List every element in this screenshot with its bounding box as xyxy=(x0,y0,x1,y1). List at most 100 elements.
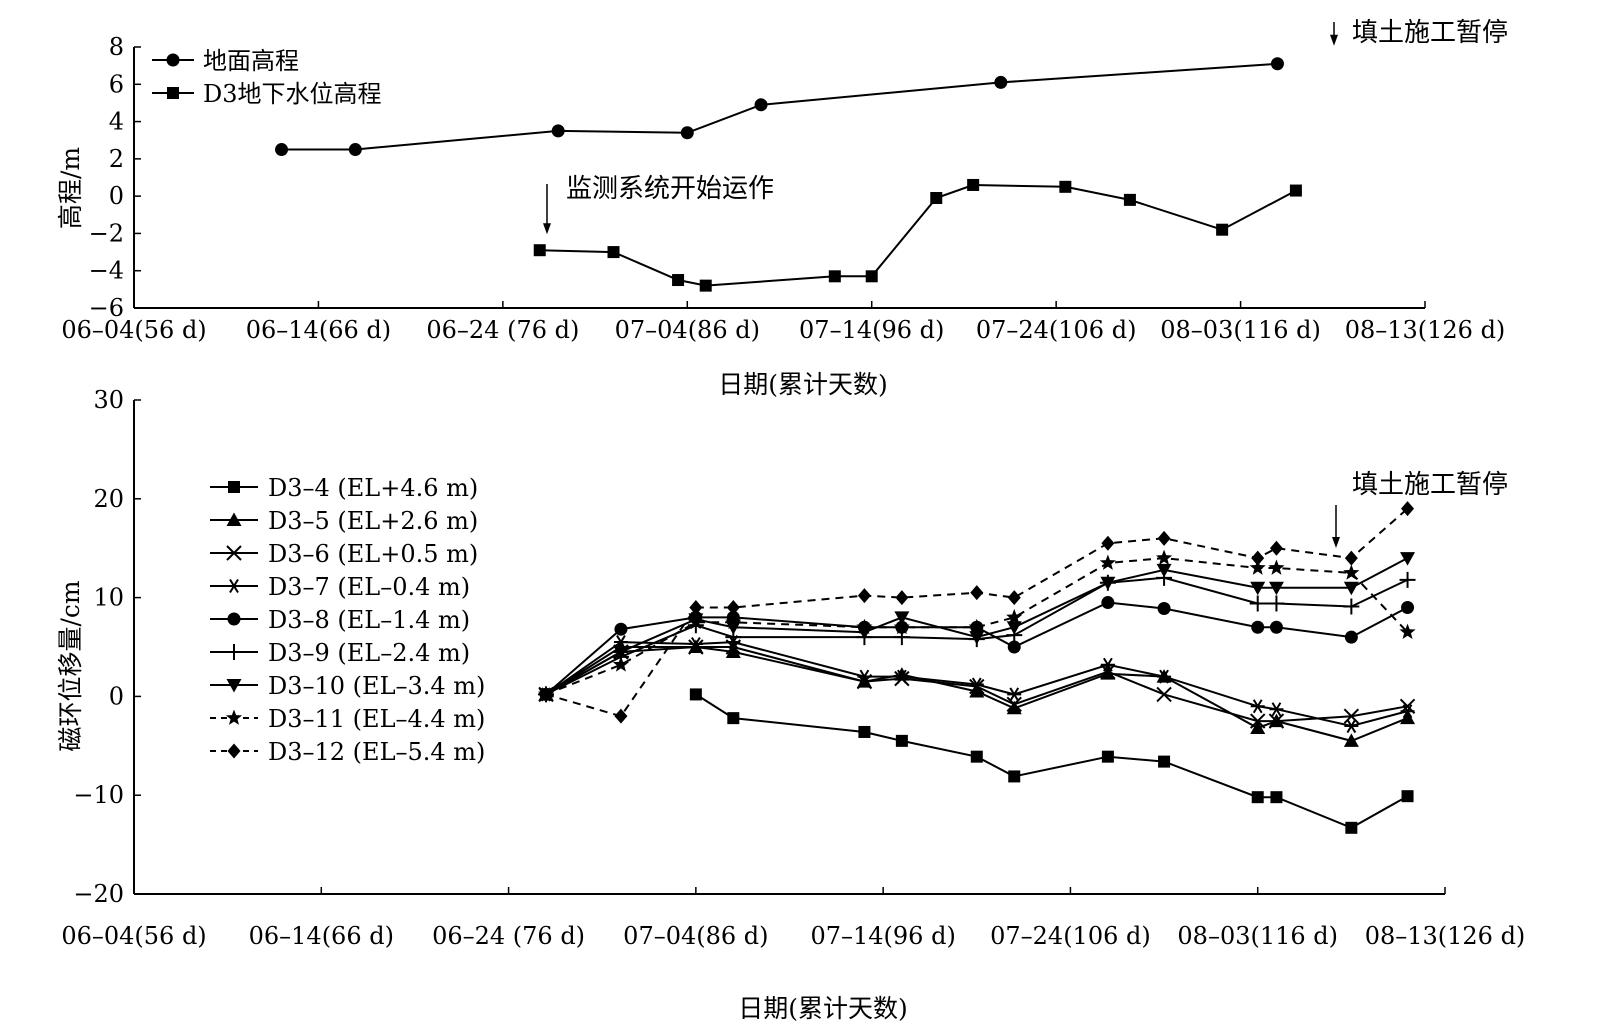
bottom-x-tick-label: 07–24(106 d) xyxy=(990,922,1151,950)
bottom-series-1-point xyxy=(689,688,702,701)
top-x-tick-label: 06–14(66 d) xyxy=(246,316,391,344)
bottom-series-9-point xyxy=(1401,501,1415,517)
top-chart-y-axis-label: 高程/m xyxy=(56,147,85,229)
bottom-series-6-point xyxy=(893,629,910,646)
bottom-series-9-point xyxy=(726,599,740,615)
bottom-series-9-point xyxy=(1101,535,1115,551)
bottom-series-5-point xyxy=(1101,596,1115,610)
bottom-series-8-point xyxy=(725,613,742,630)
bottom-legend-label-d3-8: D3–8 (EL–1.4 m) xyxy=(268,606,470,634)
bottom-series-9-point xyxy=(895,590,909,606)
bottom-series-8-point xyxy=(1006,608,1023,625)
bottom-series-7-point xyxy=(969,631,985,645)
bottom-x-tick-label: 06–04(56 d) xyxy=(61,922,206,950)
bottom-series-3-point xyxy=(1250,713,1266,729)
bottom-series-5-point xyxy=(1344,630,1358,644)
bottom-series-8-point xyxy=(893,618,910,635)
bottom-series-4-point xyxy=(1100,657,1115,672)
top-series-1-point xyxy=(551,124,565,138)
top-series-2-point xyxy=(865,270,878,283)
bottom-series-4-point xyxy=(894,669,909,684)
bottom-series-8-point xyxy=(1268,559,1285,575)
top-series-2-point xyxy=(533,244,546,257)
bottom-series-7-point xyxy=(894,611,910,625)
bottom-series-8-point xyxy=(856,618,873,635)
bottom-series-4-point xyxy=(1007,687,1022,702)
bottom-x-tick-label: 08–03(116 d) xyxy=(1177,922,1338,950)
bottom-x-tick-label: 06–24 (76 d) xyxy=(432,922,585,950)
bottom-series-7-point xyxy=(1400,552,1416,566)
bottom-legend-label-d3-10: D3–10 (EL–3.4 m) xyxy=(268,672,485,700)
top-y-tick-label: 8 xyxy=(109,33,124,61)
top-y-tick-label: 4 xyxy=(109,108,124,136)
bottom-y-tick-label: 10 xyxy=(93,584,124,612)
bottom-series-6-point xyxy=(1399,571,1416,588)
bottom-series-3-point xyxy=(894,670,910,687)
bottom-y-tick-label: 20 xyxy=(93,485,124,513)
bottom-series-1-point xyxy=(1270,791,1283,804)
top-series-2-point xyxy=(607,246,620,259)
bottom-series-9-point xyxy=(1007,590,1021,606)
bottom-legend-marker-1 xyxy=(228,481,240,493)
bottom-series-3-point xyxy=(1006,696,1022,713)
bottom-x-tick-label: 07–14(96 d) xyxy=(810,922,955,950)
bottom-x-tick-label: 07–04(86 d) xyxy=(623,922,768,950)
bottom-chart-x-axis-label: 日期(累计天数) xyxy=(738,994,908,1023)
bottom-legend-marker-2 xyxy=(226,512,242,526)
bottom-series-3-point xyxy=(1343,708,1360,724)
top-annotation-monitoring-start: 监测系统开始运作 xyxy=(566,174,774,204)
top-legend-label-ground-elevation: 地面高程 xyxy=(203,47,299,75)
top-annotation-arrow-1 xyxy=(1330,22,1338,46)
top-annotation-fill-pause: 填土施工暂停 xyxy=(1352,18,1508,48)
bottom-series-6-point xyxy=(1268,595,1285,612)
bottom-series-4-point xyxy=(1400,704,1415,719)
top-y-tick-label: 2 xyxy=(109,145,124,173)
bottom-series-5-point xyxy=(1401,600,1415,614)
bottom-legend-label-d3-5: D3–5 (EL+2.6 m) xyxy=(268,507,478,535)
bottom-legend-marker-8 xyxy=(225,709,243,725)
bottom-series-1-point xyxy=(1101,750,1114,763)
top-series-1-point xyxy=(275,143,289,157)
top-chart-x-axis-label: 日期(累计天数) xyxy=(718,370,888,399)
top-series-2-point xyxy=(1059,180,1072,193)
bottom-series-7-point xyxy=(1156,563,1172,578)
bottom-series-5-point xyxy=(1007,640,1021,654)
bottom-series-4-point xyxy=(1250,699,1265,714)
bottom-series-9-point xyxy=(1269,540,1283,556)
bottom-series-7-point xyxy=(1250,581,1266,596)
bottom-series-8-point xyxy=(1249,559,1266,575)
bottom-y-tick-label: 30 xyxy=(93,386,124,414)
bottom-series-2-point xyxy=(725,644,741,658)
top-series-1-line xyxy=(281,62,1278,151)
top-y-tick-label: −6 xyxy=(89,294,124,322)
top-series-2-point xyxy=(930,192,943,205)
bottom-series-2-point xyxy=(969,683,985,698)
bottom-series-5-point xyxy=(1269,620,1283,634)
top-series-2-point xyxy=(1123,193,1136,206)
top-y-tick-label: −2 xyxy=(89,219,124,247)
bottom-series-9-point xyxy=(1344,550,1358,566)
bottom-series-4-point xyxy=(969,677,984,692)
bottom-legend-marker-3 xyxy=(226,545,242,561)
bottom-series-6-point xyxy=(1249,595,1266,612)
bottom-series-8-point xyxy=(1099,554,1116,570)
bottom-series-9-point xyxy=(1251,550,1265,566)
bottom-series-1-point xyxy=(1251,791,1264,804)
bottom-x-tick-label: 06–14(66 d) xyxy=(249,922,394,950)
bottom-legend-label-d3-6: D3–6 (EL+0.5 m) xyxy=(268,540,478,568)
bottom-legend-marker-7 xyxy=(226,679,242,693)
bottom-series-7-point xyxy=(1100,576,1116,591)
top-series-2-line xyxy=(539,183,1297,287)
top-series-1-point xyxy=(754,98,768,112)
top-y-tick-label: −4 xyxy=(89,257,124,285)
bottom-series-8-point xyxy=(1155,549,1173,565)
bottom-series-1-point xyxy=(727,712,740,725)
bottom-series-4-point xyxy=(857,669,872,684)
bottom-legend-marker-6 xyxy=(226,644,242,660)
bottom-series-3-point xyxy=(969,678,985,695)
bottom-series-1-line xyxy=(695,693,1408,829)
bottom-series-9-point xyxy=(689,599,703,615)
bottom-x-tick-label: 08–13(126 d) xyxy=(1365,922,1526,950)
bottom-series-4-point xyxy=(1157,669,1172,684)
